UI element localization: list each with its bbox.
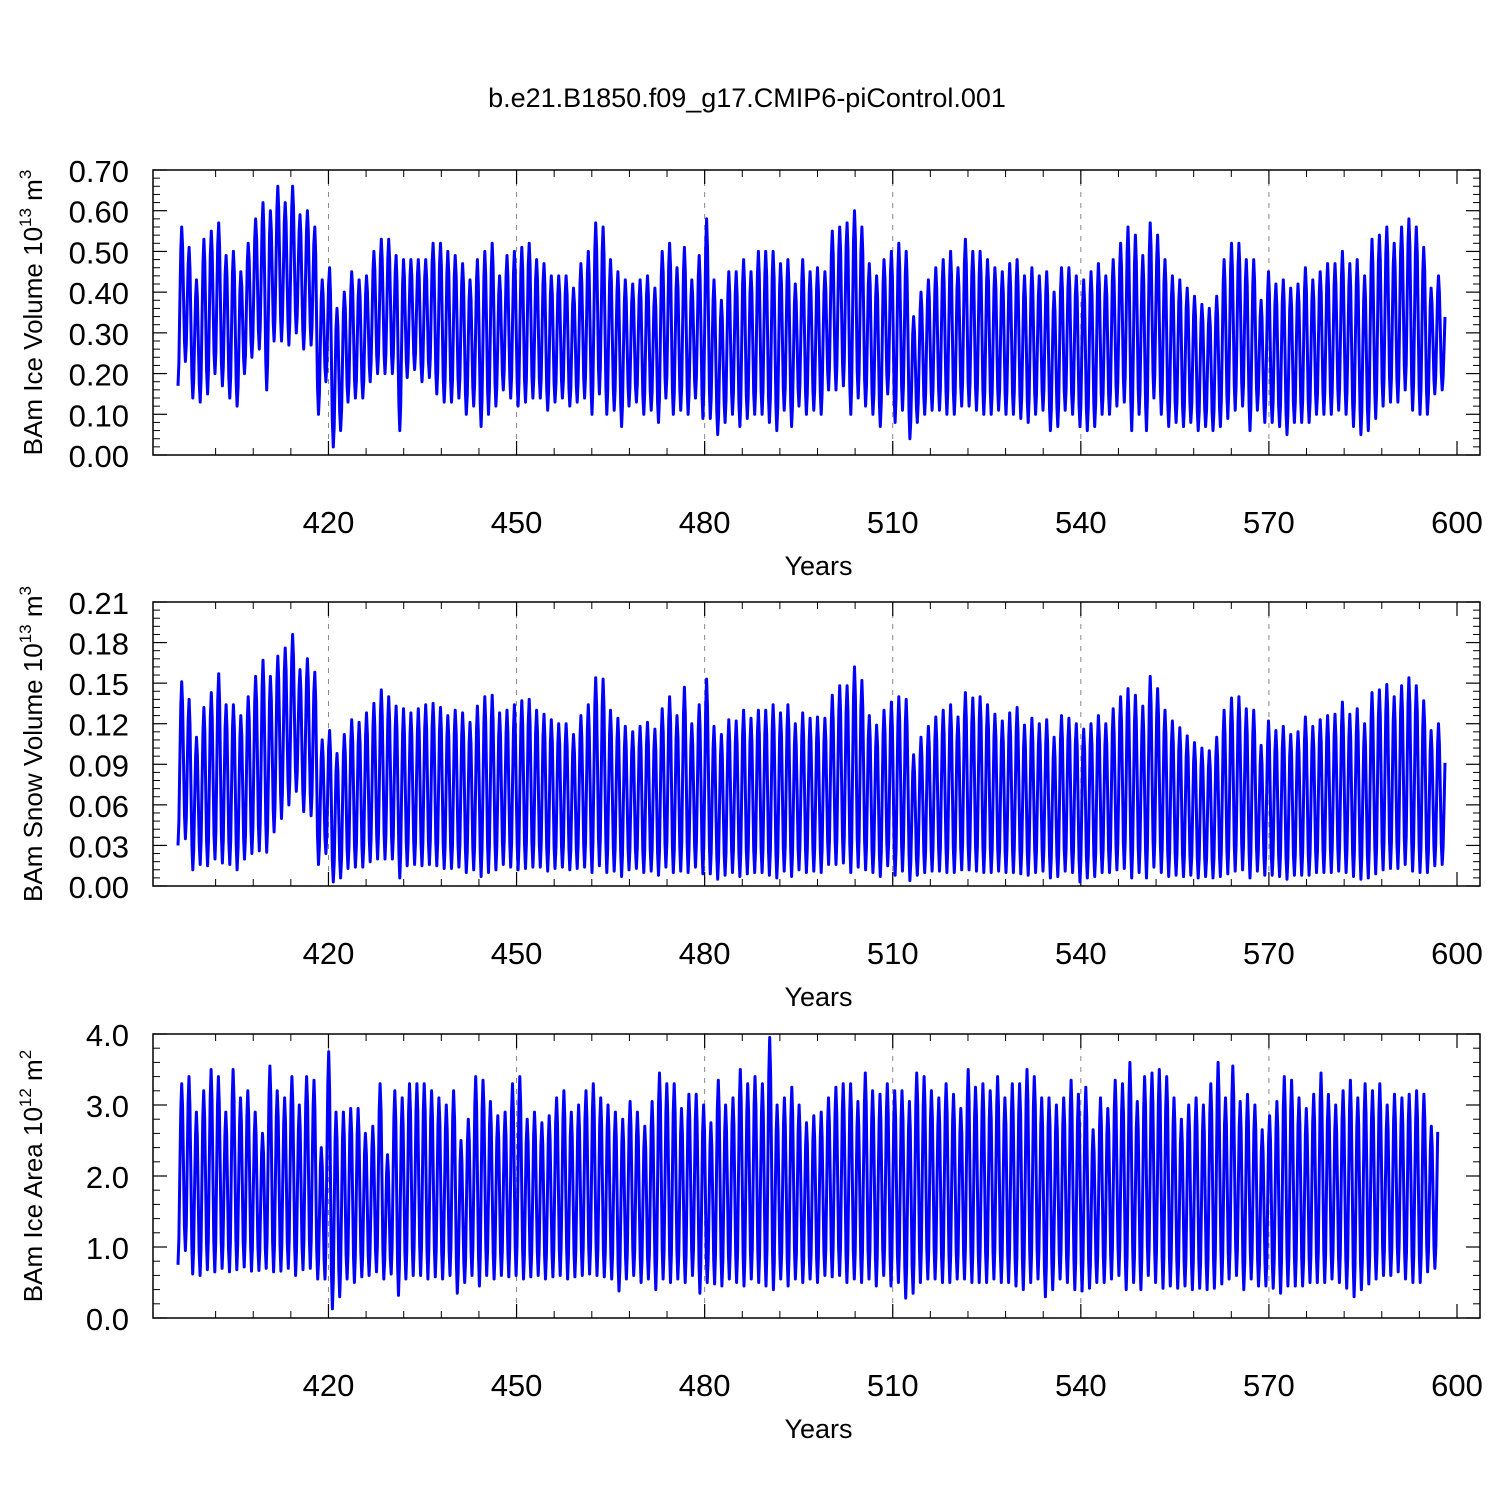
x-tick-label: 540 bbox=[1055, 1368, 1107, 1403]
x-tick-label: 540 bbox=[1055, 505, 1107, 540]
y-tick-label: 0.30 bbox=[69, 317, 129, 352]
x-tick-label: 570 bbox=[1243, 505, 1295, 540]
y-tick-label: 4.0 bbox=[86, 1018, 129, 1053]
x-tick-label: 420 bbox=[303, 505, 355, 540]
y-tick-label: 0.06 bbox=[69, 789, 129, 824]
x-tick-label: 600 bbox=[1431, 505, 1483, 540]
y-tick-label: 0.10 bbox=[69, 398, 129, 433]
y-tick-label: 0.21 bbox=[69, 586, 129, 621]
y-tick-label: 0.03 bbox=[69, 829, 129, 864]
series-line bbox=[176, 184, 1447, 449]
x-tick-label: 570 bbox=[1243, 936, 1295, 971]
y-tick-label: 1.0 bbox=[86, 1231, 129, 1266]
x-tick-label: 420 bbox=[303, 936, 355, 971]
series-line bbox=[176, 1036, 1440, 1311]
panel-ice_volume: 0.00 0.10 0.20 0.30 0.40 0.50 0.60 0.70 420 450 48… bbox=[16, 154, 1483, 581]
x-tick-label: 480 bbox=[679, 1368, 731, 1403]
panel-ice_area: 0.0 1.0 2.0 3.0 4.0 420 450 480 510 540 570 600 Year… bbox=[16, 1018, 1483, 1444]
x-tick-label: 480 bbox=[679, 505, 731, 540]
y-tick-label: 0.00 bbox=[69, 439, 129, 474]
figure-title: b.e21.B1850.f09_g17.CMIP6-piControl.001 bbox=[488, 83, 1006, 113]
y-tick-label: 0.50 bbox=[69, 235, 129, 270]
y-tick-label: 0.12 bbox=[69, 708, 129, 743]
y-axis-label: BAm Snow Volume 1013 m3 bbox=[16, 586, 48, 902]
x-tick-label: 600 bbox=[1431, 1368, 1483, 1403]
x-axis-label: Years bbox=[784, 1414, 852, 1444]
y-tick-label: 2.0 bbox=[86, 1160, 129, 1195]
x-tick-label: 510 bbox=[867, 505, 919, 540]
x-axis-label: Years bbox=[784, 551, 852, 581]
y-tick-label: 0.60 bbox=[69, 195, 129, 230]
panel-snow_volume: 0.00 0.03 0.06 0.09 0.12 0.15 0.18 0.21 420 450 48… bbox=[16, 586, 1483, 1012]
x-tick-label: 450 bbox=[491, 505, 543, 540]
x-tick-label: 450 bbox=[491, 936, 543, 971]
x-tick-label: 480 bbox=[679, 936, 731, 971]
plot-frame bbox=[152, 169, 1481, 456]
y-tick-label: 0.40 bbox=[69, 276, 129, 311]
y-tick-label: 0.20 bbox=[69, 358, 129, 393]
x-tick-label: 420 bbox=[303, 1368, 355, 1403]
x-tick-label: 510 bbox=[867, 936, 919, 971]
y-axis-label: BAm Ice Volume 1013 m3 bbox=[16, 170, 48, 456]
y-tick-label: 0.09 bbox=[69, 748, 129, 783]
plot-frame bbox=[152, 601, 1481, 887]
y-tick-label: 0.70 bbox=[69, 154, 129, 189]
x-tick-label: 450 bbox=[491, 1368, 543, 1403]
y-tick-label: 0.00 bbox=[69, 870, 129, 905]
x-tick-label: 600 bbox=[1431, 936, 1483, 971]
y-tick-label: 0.15 bbox=[69, 667, 129, 702]
y-tick-label: 0.18 bbox=[69, 627, 129, 662]
panels: 0.00 0.10 0.20 0.30 0.40 0.50 0.60 0.70 420 450 48… bbox=[16, 154, 1483, 1444]
plot-frame bbox=[152, 1033, 1481, 1319]
y-axis-label: BAm Ice Area 1012 m2 bbox=[16, 1050, 48, 1302]
x-tick-label: 510 bbox=[867, 1368, 919, 1403]
y-tick-label: 0.0 bbox=[86, 1302, 129, 1337]
x-tick-label: 570 bbox=[1243, 1368, 1295, 1403]
y-tick-label: 3.0 bbox=[86, 1089, 129, 1124]
x-tick-label: 540 bbox=[1055, 936, 1107, 971]
series-line bbox=[176, 633, 1447, 884]
x-axis-label: Years bbox=[784, 982, 852, 1012]
